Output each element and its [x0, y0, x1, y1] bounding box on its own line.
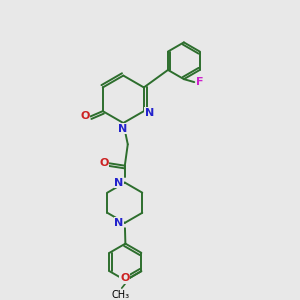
- Text: CH₃: CH₃: [111, 290, 129, 300]
- Text: N: N: [114, 178, 124, 188]
- Text: O: O: [120, 273, 129, 283]
- Text: O: O: [80, 112, 90, 122]
- Text: F: F: [196, 77, 204, 87]
- Text: N: N: [114, 218, 124, 228]
- Text: N: N: [118, 124, 128, 134]
- Text: O: O: [99, 158, 109, 168]
- Text: N: N: [145, 108, 154, 118]
